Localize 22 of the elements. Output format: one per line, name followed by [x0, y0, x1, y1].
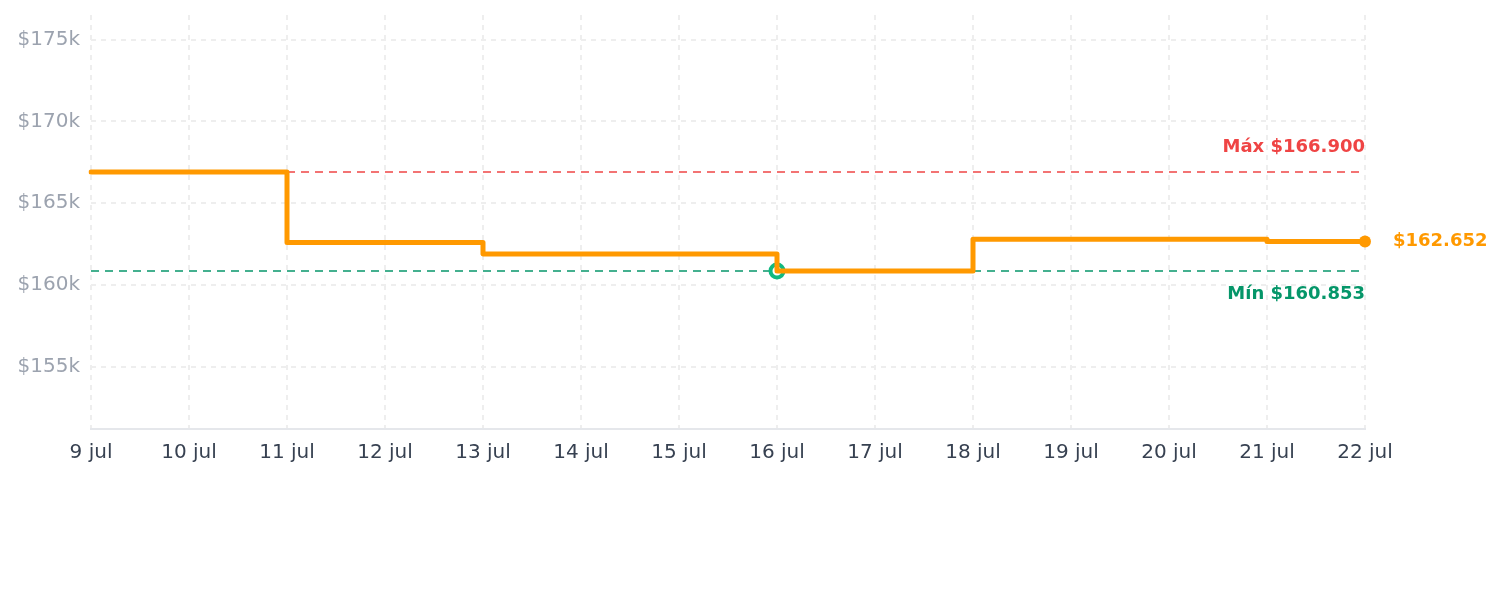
x-tick-label: 13 jul [455, 439, 511, 464]
y-tick-label: $155k [17, 353, 81, 378]
x-tick-label: 20 jul [1141, 439, 1197, 464]
x-tick-label: 19 jul [1043, 439, 1099, 464]
x-tick-label: 10 jul [161, 439, 217, 464]
y-tick-label: $165k [17, 189, 81, 214]
y-tick-label: $170k [17, 107, 81, 132]
x-tick-label: 16 jul [749, 439, 805, 464]
x-tick-label: 14 jul [553, 439, 609, 464]
x-tick-label: 9 jul [69, 439, 113, 464]
x-tick-label: 18 jul [945, 439, 1001, 464]
y-tick-label: $175k [17, 25, 81, 50]
x-tick-label: 15 jul [651, 439, 707, 464]
x-tick-label: 17 jul [847, 439, 903, 464]
x-tick-label: 22 jul [1337, 439, 1393, 464]
x-tick-label: 12 jul [357, 439, 413, 464]
x-tick-label: 21 jul [1239, 439, 1295, 464]
ref-line-label: Mín $160.853 [1227, 281, 1365, 303]
ref-line-label: Máx $166.900 [1222, 134, 1365, 156]
x-tick-label: 11 jul [259, 439, 315, 464]
data-label: $162.652 [1393, 229, 1488, 251]
y-tick-label: $160k [17, 271, 81, 296]
